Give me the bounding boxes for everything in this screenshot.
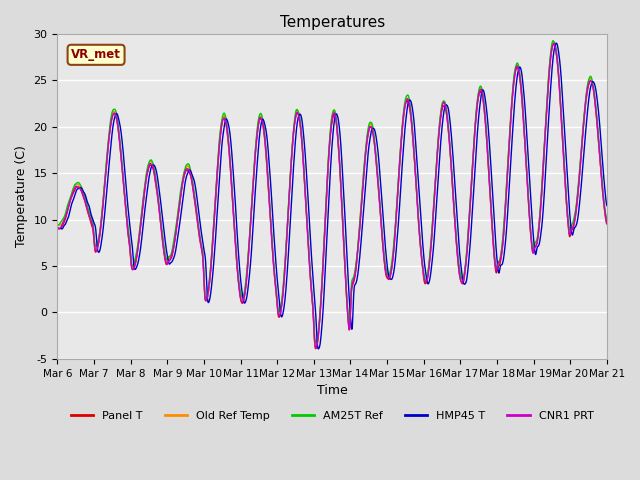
Legend: Panel T, Old Ref Temp, AM25T Ref, HMP45 T, CNR1 PRT: Panel T, Old Ref Temp, AM25T Ref, HMP45 … [67,407,598,426]
Y-axis label: Temperature (C): Temperature (C) [15,145,28,247]
Title: Temperatures: Temperatures [280,15,385,30]
X-axis label: Time: Time [317,384,348,397]
Text: VR_met: VR_met [71,48,121,61]
